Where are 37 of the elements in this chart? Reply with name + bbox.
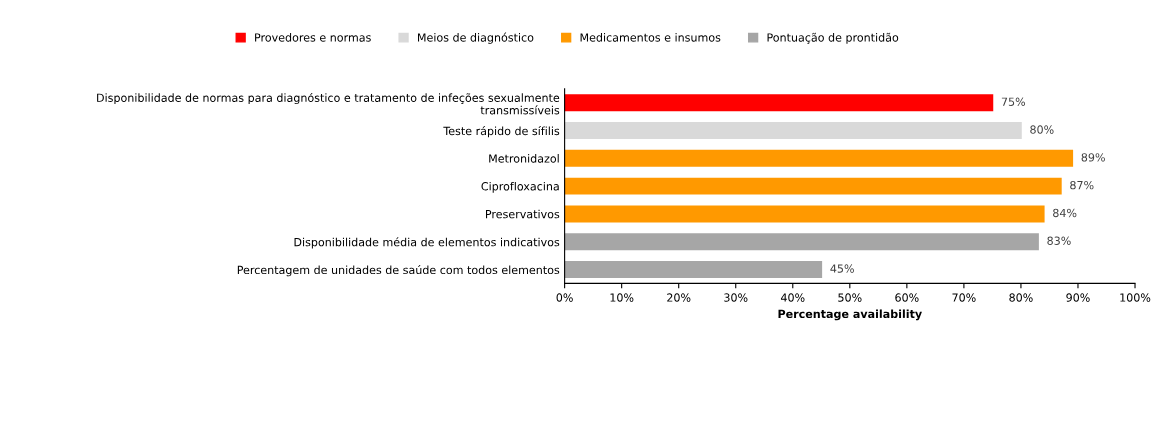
data-label: 89% [1081,153,1105,162]
data-label: 80% [1030,125,1054,134]
x-tick-label: 60% [895,293,919,302]
legend-label: Provedores e normas [255,33,371,42]
x-tick-label: 90% [1066,293,1090,302]
data-label: 87% [1070,180,1094,190]
x-tick-label: 70% [952,293,976,302]
y-tick-label: Disponibilidade média de elementos indicativos [294,237,560,249]
y-tick-label: Ciprofloxacina [481,181,559,193]
bar [564,149,1074,167]
bar [564,261,823,278]
data-label: 45% [830,264,854,273]
x-tick-label: 80% [1009,293,1033,302]
y-tick-label: Metronidazol [489,154,559,163]
x-tick-label: 10% [610,293,634,302]
x-axis-title: Percentage availability [778,309,922,321]
bar [564,205,1045,223]
x-tick-label: 50% [838,293,862,302]
x-tick-label: 20% [667,293,691,302]
bar [564,177,1062,195]
legend-label: Pontuação de prontidão [767,32,899,44]
legend-label: Medicamentos e insumos [580,33,721,42]
y-tick-label: Preservativos [486,209,560,219]
x-tick-label: 0% [556,293,573,302]
data-label: 83% [1047,236,1071,245]
bar [564,94,994,112]
x-tick-label: 100% [1120,293,1151,302]
data-label: 84% [1053,208,1077,218]
y-tick-label: Teste rápido de sífilis [443,126,560,138]
x-tick-label: 30% [724,293,748,302]
legend-label: Meios de diagnóstico [418,32,534,44]
data-label: 75% [1001,97,1026,106]
bar [564,233,1039,251]
y-tick-label: Disponibilidade de normas para diagnóstico e tratamento de infeções sexualmente transmissíveis [97,92,560,115]
x-tick-label: 40% [780,293,805,302]
bar [564,122,1022,140]
y-tick-label: Percentagem de unidades de saúde com todos elementos [237,265,560,277]
